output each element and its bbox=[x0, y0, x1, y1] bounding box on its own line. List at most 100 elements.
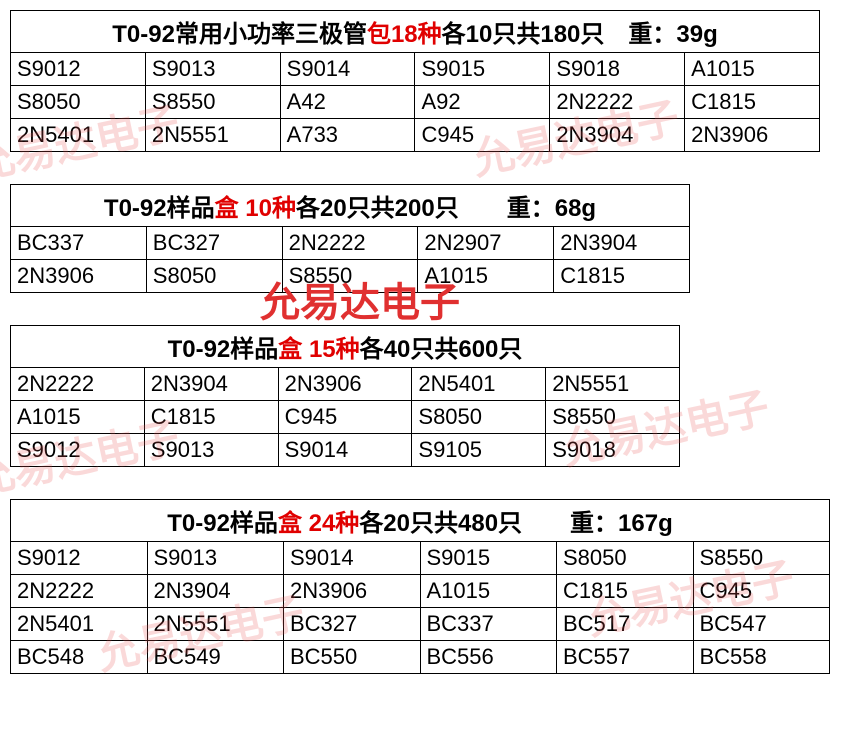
header-highlight: 盒 24种 bbox=[278, 510, 359, 537]
part-cell: 2N3904 bbox=[554, 227, 690, 260]
table-row: 2N3906S8050S8550A1015C1815 bbox=[11, 260, 690, 293]
part-cell: 2N2222 bbox=[11, 368, 145, 401]
part-cell: C945 bbox=[693, 575, 830, 608]
part-cell: 2N3906 bbox=[11, 260, 147, 293]
header-highlight: 盒 15种 bbox=[278, 336, 359, 363]
header-text: 各20只共200只 重：68g bbox=[296, 195, 596, 222]
table-row: 2N54012N5551BC327BC337BC517BC547 bbox=[11, 608, 830, 641]
part-cell: 2N3904 bbox=[144, 368, 278, 401]
part-cell: S8050 bbox=[146, 260, 282, 293]
part-cell: A1015 bbox=[420, 575, 557, 608]
header-text: 各40只共600只 bbox=[360, 336, 523, 363]
part-cell: BC517 bbox=[557, 608, 694, 641]
table-row: S9012S9013S9014S9015S8050S8550 bbox=[11, 542, 830, 575]
part-cell: S8050 bbox=[11, 86, 146, 119]
part-cell: S9012 bbox=[11, 542, 148, 575]
header-text: T0-92样品 bbox=[167, 510, 278, 537]
table-row: S9012S9013S9014S9015S9018A1015 bbox=[11, 53, 820, 86]
part-cell: 2N2222 bbox=[282, 227, 418, 260]
header-text: T0-92样品 bbox=[104, 195, 215, 222]
parts-table-3: T0-92样品盒 15种各40只共600只2N22222N39042N39062… bbox=[10, 325, 680, 467]
part-cell: S8550 bbox=[546, 401, 680, 434]
table-row: A1015C1815C945S8050S8550 bbox=[11, 401, 680, 434]
part-cell: S9018 bbox=[550, 53, 685, 86]
part-cell: 2N5401 bbox=[11, 119, 146, 152]
part-cell: BC550 bbox=[284, 641, 421, 674]
table-row: BC337BC3272N22222N29072N3904 bbox=[11, 227, 690, 260]
part-cell: S9014 bbox=[278, 434, 412, 467]
header-text: 各10只共180只 重：39g bbox=[442, 21, 718, 48]
part-cell: S9012 bbox=[11, 53, 146, 86]
part-cell: 2N5401 bbox=[11, 608, 148, 641]
part-cell: A1015 bbox=[685, 53, 820, 86]
part-cell: BC558 bbox=[693, 641, 830, 674]
part-cell: 2N3906 bbox=[685, 119, 820, 152]
part-cell: BC556 bbox=[420, 641, 557, 674]
part-cell: A1015 bbox=[11, 401, 145, 434]
parts-table-2: T0-92样品盒 10种各20只共200只 重：68gBC337BC3272N2… bbox=[10, 184, 690, 293]
document-root: T0-92常用小功率三极管包18种各10只共180只 重：39gS9012S90… bbox=[10, 10, 840, 674]
table-row: 2N54012N5551A733C9452N39042N3906 bbox=[11, 119, 820, 152]
part-cell: S9013 bbox=[144, 434, 278, 467]
part-cell: 2N5551 bbox=[546, 368, 680, 401]
part-cell: 2N3906 bbox=[284, 575, 421, 608]
part-cell: S9014 bbox=[280, 53, 415, 86]
table-row: BC548BC549BC550BC556BC557BC558 bbox=[11, 641, 830, 674]
table-row: 2N22222N39042N39062N54012N5551 bbox=[11, 368, 680, 401]
parts-table-1: T0-92常用小功率三极管包18种各10只共180只 重：39gS9012S90… bbox=[10, 10, 820, 152]
part-cell: BC337 bbox=[11, 227, 147, 260]
part-cell: 2N2907 bbox=[418, 227, 554, 260]
part-cell: C1815 bbox=[557, 575, 694, 608]
part-cell: S9105 bbox=[412, 434, 546, 467]
part-cell: 2N3904 bbox=[147, 575, 284, 608]
part-cell: A42 bbox=[280, 86, 415, 119]
part-cell: 2N2222 bbox=[550, 86, 685, 119]
part-cell: S8550 bbox=[282, 260, 418, 293]
part-cell: 2N2222 bbox=[11, 575, 148, 608]
part-cell: S9015 bbox=[420, 542, 557, 575]
table-row: S8050S8550A42A922N2222C1815 bbox=[11, 86, 820, 119]
table-header: T0-92样品盒 15种各40只共600只 bbox=[11, 326, 680, 368]
part-cell: C1815 bbox=[144, 401, 278, 434]
part-cell: 2N3904 bbox=[550, 119, 685, 152]
part-cell: BC337 bbox=[420, 608, 557, 641]
parts-table-4: T0-92样品盒 24种各20只共480只 重：167gS9012S9013S9… bbox=[10, 499, 830, 674]
part-cell: 2N5401 bbox=[412, 368, 546, 401]
part-cell: 2N5551 bbox=[147, 608, 284, 641]
header-highlight: 盒 10种 bbox=[215, 195, 296, 222]
part-cell: A1015 bbox=[418, 260, 554, 293]
part-cell: A733 bbox=[280, 119, 415, 152]
part-cell: BC548 bbox=[11, 641, 148, 674]
header-text: 各20只共480只 重：167g bbox=[359, 510, 672, 537]
part-cell: S9013 bbox=[147, 542, 284, 575]
part-cell: S8050 bbox=[412, 401, 546, 434]
part-cell: S8550 bbox=[693, 542, 830, 575]
header-highlight: 包18种 bbox=[367, 21, 442, 48]
part-cell: A92 bbox=[415, 86, 550, 119]
part-cell: S9018 bbox=[546, 434, 680, 467]
part-cell: S8050 bbox=[557, 542, 694, 575]
part-cell: 2N5551 bbox=[145, 119, 280, 152]
table-header: T0-92样品盒 10种各20只共200只 重：68g bbox=[11, 185, 690, 227]
part-cell: S9014 bbox=[284, 542, 421, 575]
header-text: T0-92样品 bbox=[168, 336, 279, 363]
part-cell: S8550 bbox=[145, 86, 280, 119]
part-cell: BC547 bbox=[693, 608, 830, 641]
table-header: T0-92样品盒 24种各20只共480只 重：167g bbox=[11, 500, 830, 542]
part-cell: S9015 bbox=[415, 53, 550, 86]
part-cell: C1815 bbox=[554, 260, 690, 293]
table-header: T0-92常用小功率三极管包18种各10只共180只 重：39g bbox=[11, 11, 820, 53]
part-cell: C1815 bbox=[685, 86, 820, 119]
part-cell: BC557 bbox=[557, 641, 694, 674]
table-row: 2N22222N39042N3906A1015C1815C945 bbox=[11, 575, 830, 608]
part-cell: C945 bbox=[415, 119, 550, 152]
part-cell: BC327 bbox=[146, 227, 282, 260]
part-cell: S9013 bbox=[145, 53, 280, 86]
table-row: S9012S9013S9014S9105S9018 bbox=[11, 434, 680, 467]
header-text: T0-92常用小功率三极管 bbox=[112, 21, 367, 48]
part-cell: S9012 bbox=[11, 434, 145, 467]
part-cell: BC327 bbox=[284, 608, 421, 641]
part-cell: C945 bbox=[278, 401, 412, 434]
part-cell: 2N3906 bbox=[278, 368, 412, 401]
part-cell: BC549 bbox=[147, 641, 284, 674]
